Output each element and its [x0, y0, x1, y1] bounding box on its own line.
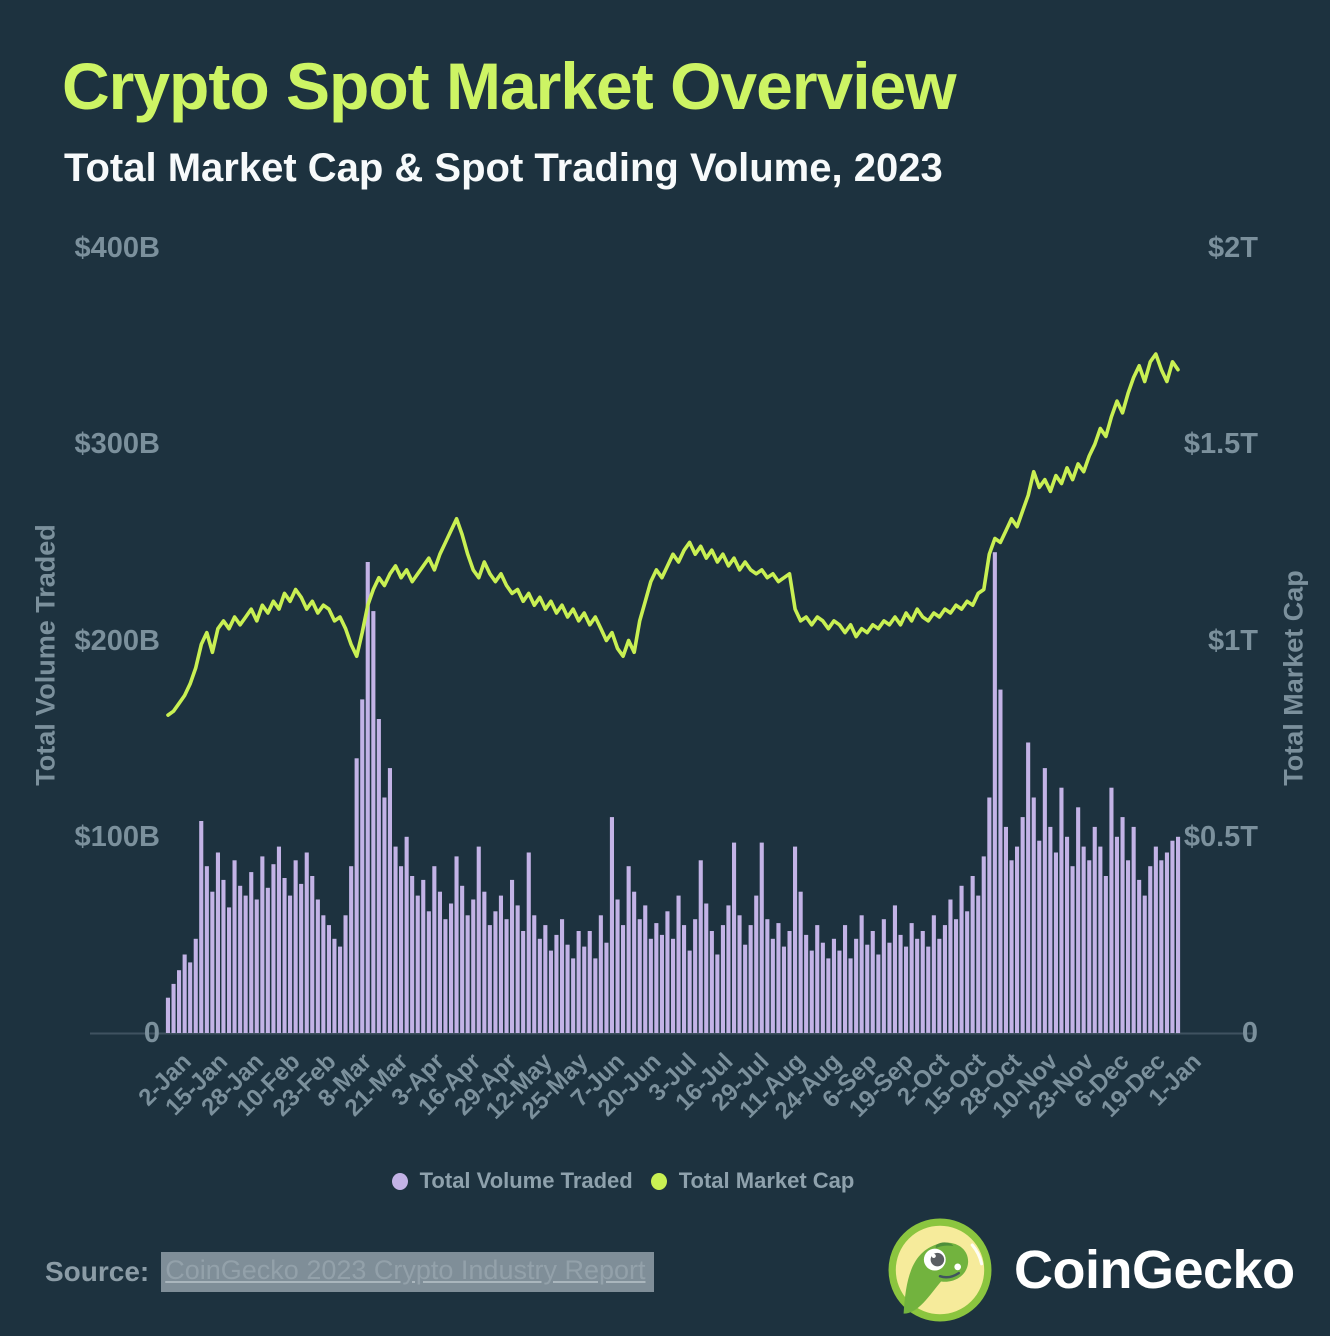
marketcap-legend-dot-icon [650, 1172, 667, 1190]
coingecko-wordmark: CoinGecko [1014, 1240, 1295, 1300]
legend-item-marketcap: Total Market Cap [650, 1168, 855, 1194]
left-axis-tick-label: 0 [143, 1017, 160, 1049]
page-subtitle: Total Market Cap & Spot Trading Volume, … [64, 146, 943, 190]
left-axis-title: Total Volume Traded [30, 524, 61, 786]
coingecko-brand: CoinGecko [888, 1218, 1295, 1322]
legend-label-volume: Total Volume Traded [419, 1168, 633, 1193]
source-label: Source: [45, 1256, 150, 1287]
left-axis-tick-label: $100B [74, 820, 160, 853]
legend: Total Volume Traded Total Market Cap [0, 1168, 1246, 1194]
legend-label-marketcap: Total Market Cap [678, 1168, 855, 1193]
right-axis-title: Total Market Cap [1278, 570, 1309, 786]
volume-legend-dot-icon [391, 1172, 408, 1190]
left-axis-tick-label: $200B [74, 624, 160, 657]
page-title: Crypto Spot Market Overview [62, 49, 957, 123]
right-axis-tick-label: 0 [1241, 1017, 1258, 1049]
source-line: Source: CoinGecko 2023 Crypto Industry R… [45, 1252, 654, 1292]
right-axis-tick-label: $1T [1208, 624, 1258, 657]
left-axis-tick-label: $300B [74, 428, 160, 461]
right-axis-tick-label: $2T [1208, 232, 1258, 264]
source-report-link[interactable]: CoinGecko 2023 Crypto Industry Report [161, 1252, 654, 1292]
left-axis-tick-label: $400B [74, 232, 160, 264]
right-axis-tick-label: $1.5T [1183, 428, 1258, 461]
right-axis-tick-label: $0.5T [1183, 820, 1258, 853]
legend-item-volume: Total Volume Traded [391, 1168, 633, 1194]
coingecko-gecko-icon [888, 1218, 992, 1322]
